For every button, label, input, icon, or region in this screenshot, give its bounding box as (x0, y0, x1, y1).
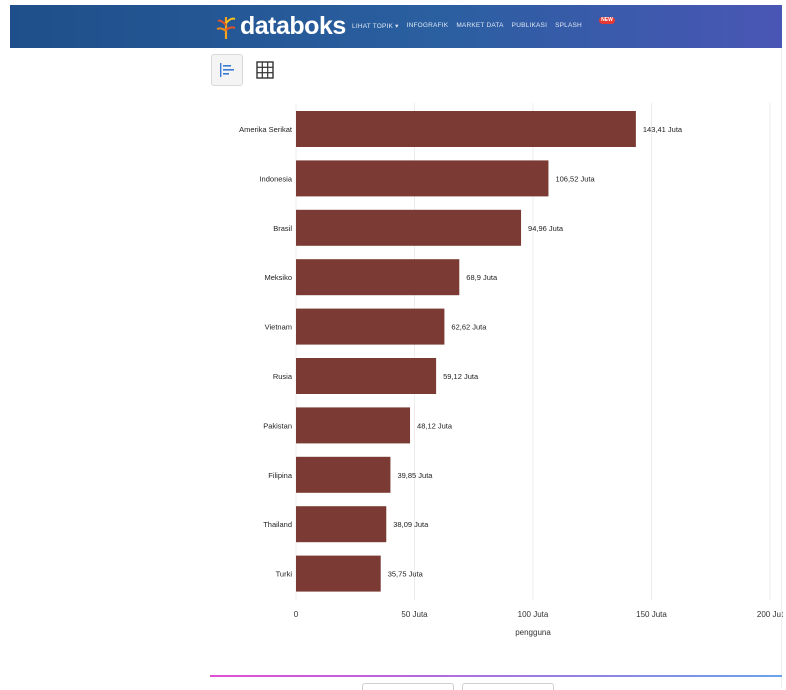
data-label: 38,09 Juta (393, 520, 429, 529)
table-view-button[interactable] (249, 54, 281, 86)
x-tick-label: 100 Juta (518, 610, 549, 619)
bar (296, 259, 460, 296)
bar (296, 407, 411, 444)
category-label: Brasil (273, 224, 292, 233)
nav-splash[interactable]: SPLASH (555, 22, 582, 29)
data-label: 35,75 Juta (388, 570, 424, 579)
category-label: Meksiko (264, 273, 292, 282)
category-label: Rusia (273, 372, 293, 381)
bar (296, 506, 387, 543)
x-tick-label: 50 Juta (401, 610, 428, 619)
category-label: Turki (276, 570, 293, 579)
view-toggle (211, 54, 281, 86)
data-label: 143,41 Juta (643, 125, 683, 134)
data-label: 59,12 Juta (443, 372, 479, 381)
category-label: Amerika Serikat (239, 125, 293, 134)
category-label: Thailand (263, 520, 292, 529)
x-axis-title: pengguna (515, 628, 551, 637)
nav-infografik[interactable]: INFOGRAFIK (406, 22, 449, 29)
x-tick-label: 150 Juta (636, 610, 667, 619)
category-label: Indonesia (259, 174, 292, 183)
data-label: 62,62 Juta (451, 323, 487, 332)
bar (296, 160, 549, 197)
nav-lihat-topik[interactable]: LIHAT TOPIK ▾ (352, 23, 399, 30)
main-nav: LIHAT TOPIK ▾ INFOGRAFIK MARKET DATA PUB… (352, 22, 582, 30)
data-label: 106,52 Juta (555, 174, 595, 183)
bottom-tab-2[interactable] (462, 683, 554, 690)
category-label: Filipina (268, 471, 293, 480)
nav-market-data[interactable]: MARKET DATA (456, 22, 504, 29)
bar (296, 308, 445, 345)
x-tick-label: 0 (294, 610, 299, 619)
bar (296, 555, 381, 592)
data-label: 94,96 Juta (528, 224, 564, 233)
new-badge: NEW (599, 17, 615, 24)
top-navbar: databoks LIHAT TOPIK ▾ INFOGRAFIK MARKET… (10, 5, 782, 48)
logo-mark-icon (216, 17, 236, 39)
nav-publikasi[interactable]: PUBLIKASI (511, 22, 548, 29)
brand-name: databoks (240, 11, 346, 40)
brand-logo[interactable]: databoks (215, 9, 346, 43)
section-divider (210, 675, 782, 677)
bottom-tab-1[interactable] (362, 683, 454, 690)
page-border (781, 48, 782, 688)
data-label: 68,9 Juta (466, 273, 498, 282)
bar (296, 358, 437, 394)
table-grid-icon (256, 61, 274, 79)
bottom-tabs (362, 683, 554, 690)
bar-chart-icon (220, 63, 234, 77)
category-label: Pakistan (263, 421, 292, 430)
bar (296, 209, 522, 246)
category-label: Vietnam (265, 323, 292, 332)
bar (296, 456, 391, 493)
data-label: 39,85 Juta (397, 471, 433, 480)
data-label: 48,12 Juta (417, 421, 453, 430)
chart-view-button[interactable] (211, 54, 243, 86)
x-tick-label: 200 Jut (757, 610, 784, 619)
bar (296, 111, 636, 147)
